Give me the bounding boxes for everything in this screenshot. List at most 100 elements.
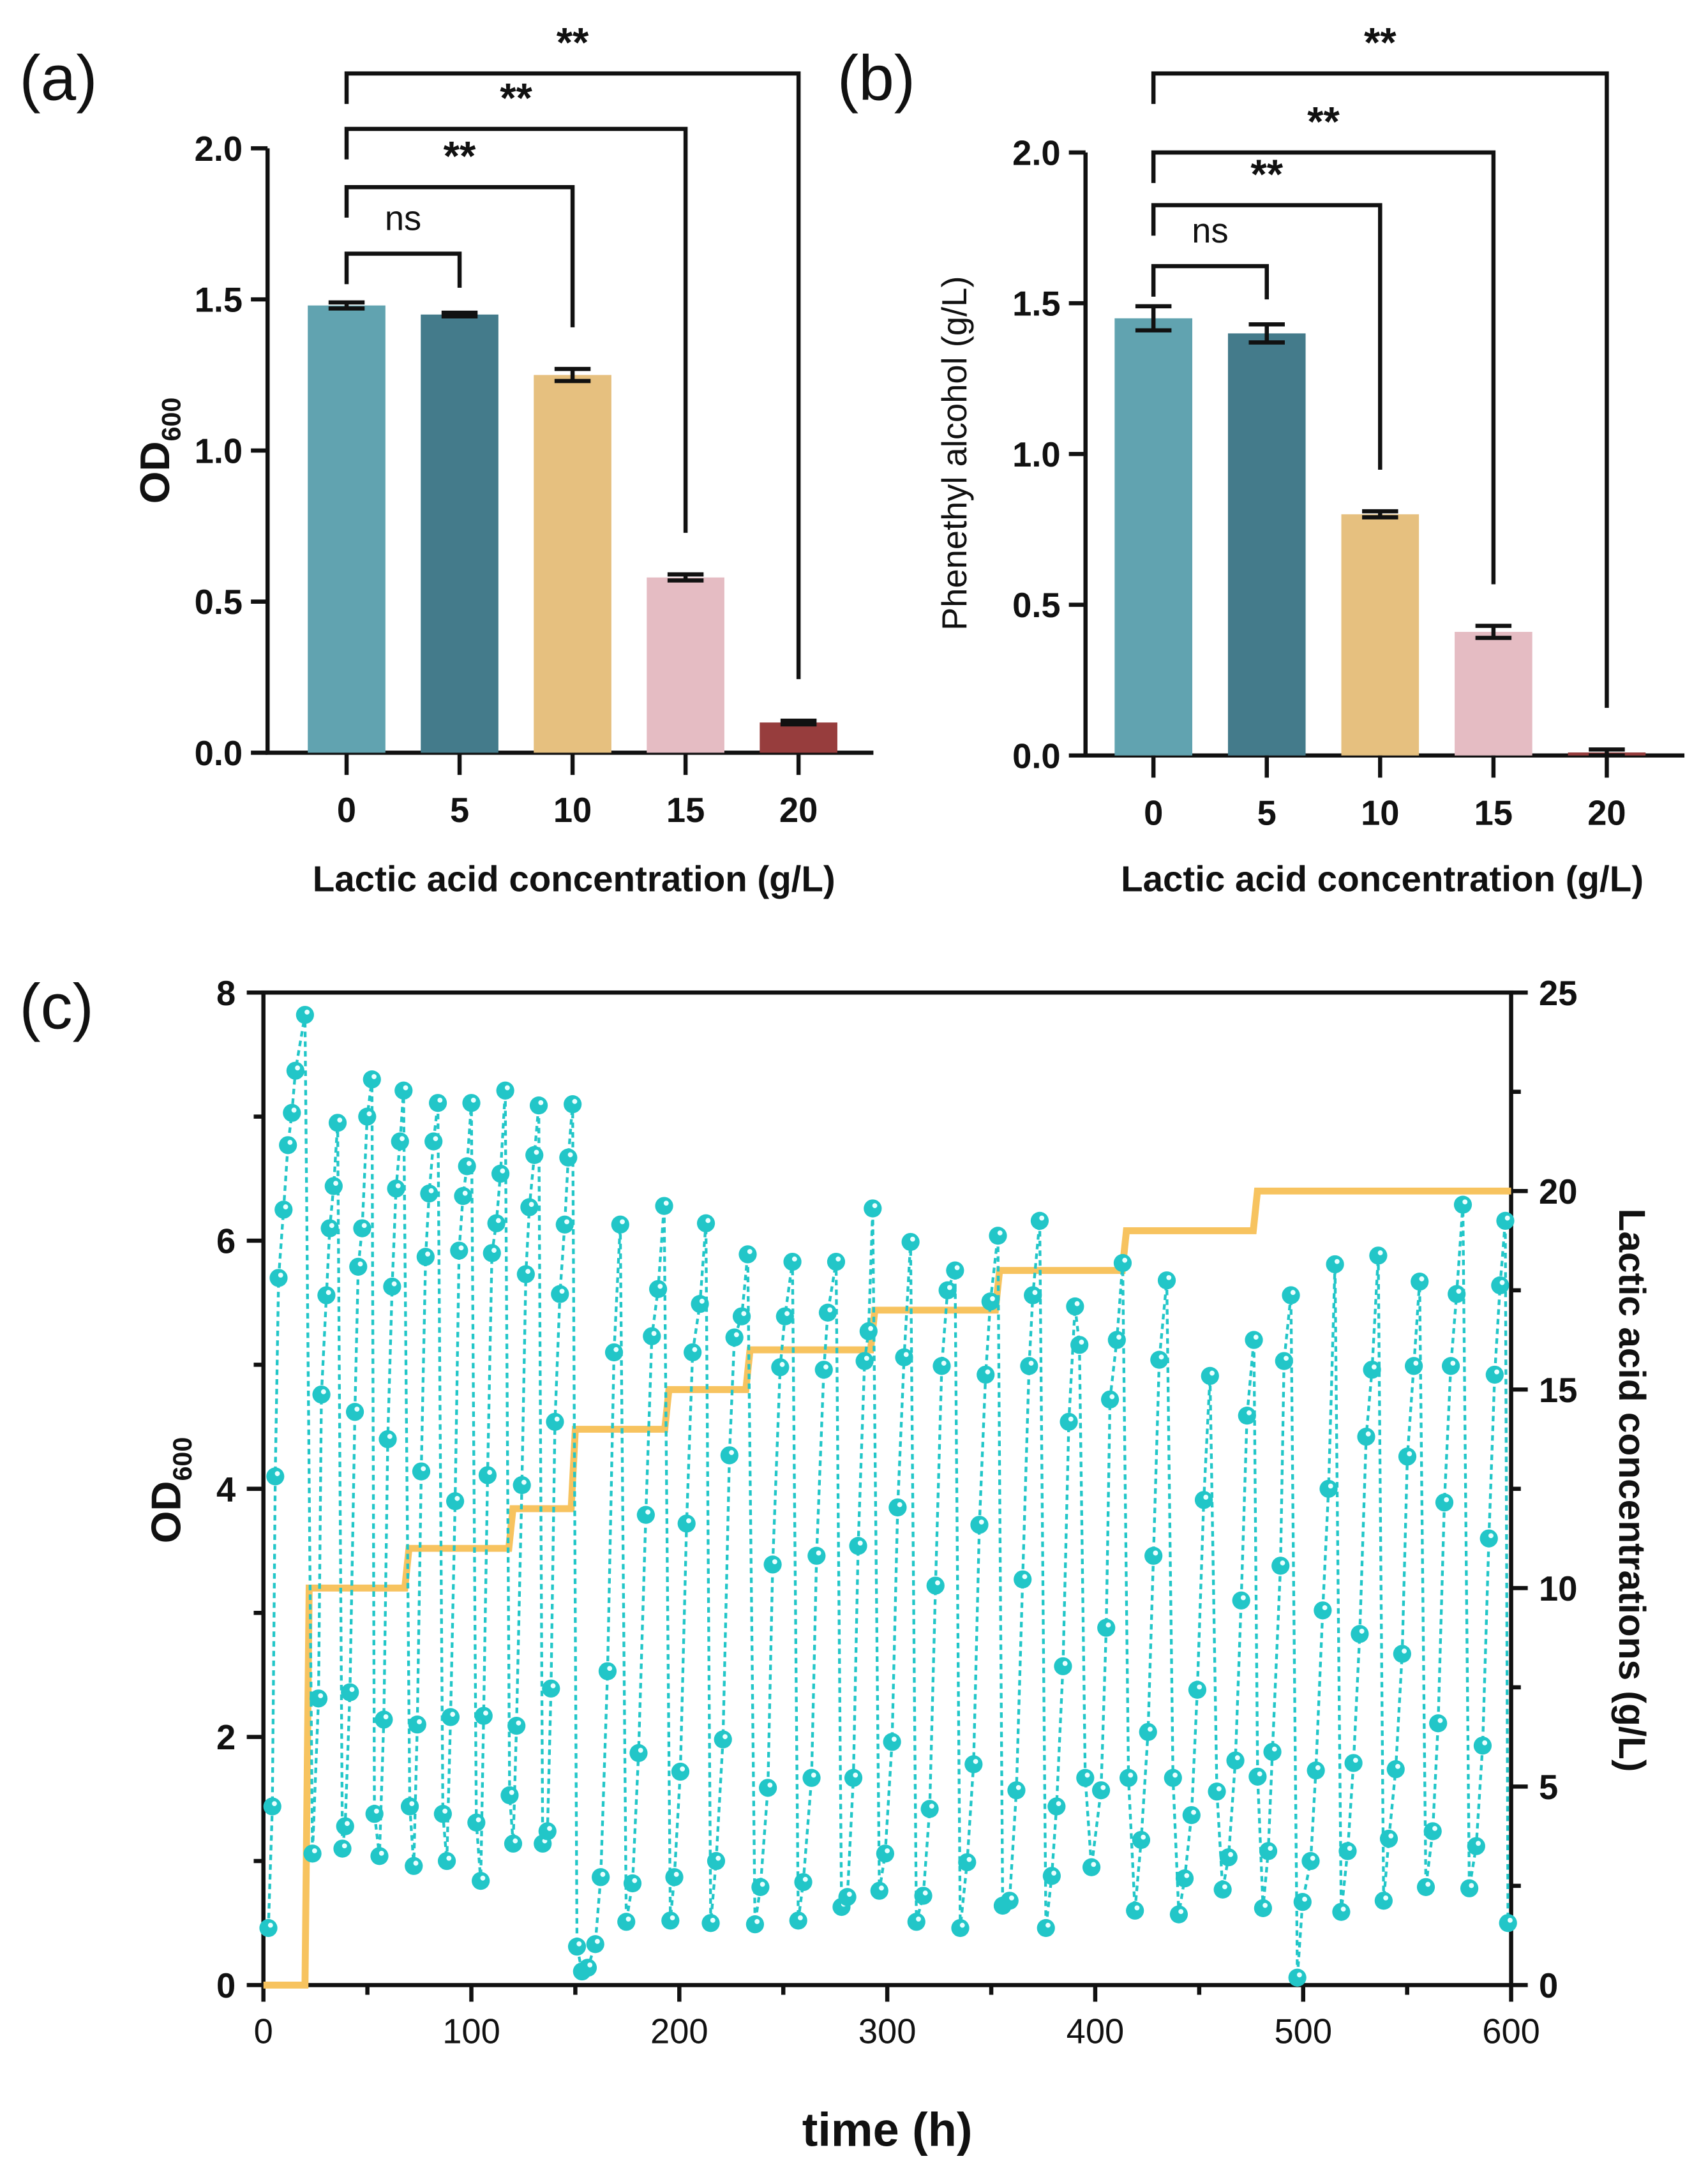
od600-data-point-highlight bbox=[1257, 1771, 1262, 1777]
od600-data-point-highlight bbox=[935, 1580, 940, 1586]
od600-data-point bbox=[1416, 1878, 1435, 1896]
od600-data-point bbox=[1182, 1805, 1201, 1825]
panel-b-y-tick-label: 1.5 bbox=[1012, 285, 1060, 324]
od600-data-point-highlight bbox=[595, 1939, 600, 1944]
od600-data-point-highlight bbox=[547, 1826, 552, 1831]
od600-data-point bbox=[933, 1357, 951, 1375]
panel-b-error-bar bbox=[1248, 322, 1285, 345]
od600-data-point-highlight bbox=[626, 1917, 631, 1922]
od600-data-point-highlight bbox=[1178, 1909, 1184, 1915]
od600-data-point-highlight bbox=[1022, 1574, 1028, 1580]
od600-data-point bbox=[818, 1303, 837, 1322]
panel-b-y-tick-label: 0.0 bbox=[1012, 736, 1060, 775]
od600-data-point bbox=[783, 1252, 802, 1271]
od600-data-point bbox=[714, 1730, 732, 1749]
od600-data-point bbox=[920, 1800, 939, 1818]
od600-data-point-highlight bbox=[378, 1850, 384, 1856]
od600-data-point bbox=[617, 1913, 636, 1931]
panel-b-bar-chart: Phenethyl alcohol (g/L) Lactic acid conc… bbox=[935, 19, 1685, 899]
od600-data-point-highlight bbox=[811, 1772, 816, 1778]
od600-data-point-highlight bbox=[391, 1281, 397, 1287]
od600-data-point-highlight bbox=[891, 1737, 897, 1742]
od600-data-point bbox=[487, 1214, 506, 1232]
od600-data-point-highlight bbox=[374, 1808, 379, 1814]
od600-data-point-highlight bbox=[767, 1783, 773, 1788]
od600-data-point bbox=[303, 1844, 322, 1863]
panel-a-bar-chart: OD600 Lactic acid concentration (g/L) 0.… bbox=[131, 19, 874, 899]
od600-data-point-highlight bbox=[1253, 1334, 1259, 1340]
od600-data-point bbox=[701, 1914, 720, 1932]
od600-data-point bbox=[1097, 1618, 1116, 1637]
od600-data-point bbox=[989, 1227, 1007, 1245]
od600-data-point-highlight bbox=[670, 1915, 675, 1920]
od600-data-point-highlight bbox=[879, 1885, 884, 1891]
od600-data-point bbox=[345, 1403, 364, 1421]
od600-data-point bbox=[525, 1146, 544, 1164]
panel-a-significance-label: ** bbox=[557, 19, 589, 66]
od600-data-point-highlight bbox=[1402, 1648, 1407, 1654]
od600-data-point-highlight bbox=[663, 1200, 669, 1206]
panel-a-x-tick-label: 15 bbox=[666, 791, 705, 830]
od600-data-point-highlight bbox=[846, 1892, 852, 1897]
od600-data-point bbox=[775, 1307, 794, 1326]
od600-data-point-highlight bbox=[538, 1100, 544, 1105]
od600-data-point bbox=[1453, 1195, 1472, 1214]
od600-data-point bbox=[333, 1839, 352, 1858]
od600-data-point-highlight bbox=[1296, 1972, 1302, 1978]
od600-data-point-highlight bbox=[1395, 1763, 1400, 1769]
od600-data-point bbox=[1169, 1905, 1188, 1924]
panel-c-y2-axis-label: Lactic acid concentrations (g/L) bbox=[1611, 1209, 1652, 1772]
od600-data-point bbox=[1423, 1822, 1442, 1841]
od600-data-point bbox=[1076, 1768, 1095, 1787]
od600-data-point bbox=[538, 1822, 557, 1841]
od600-data-point-highlight bbox=[349, 1687, 355, 1693]
od600-data-point bbox=[696, 1214, 715, 1232]
od600-data-point bbox=[416, 1248, 435, 1266]
panel-a-significance-bracket bbox=[344, 126, 688, 533]
od600-data-point bbox=[1119, 1768, 1138, 1787]
od600-data-point bbox=[1126, 1901, 1144, 1920]
panel-a-significance-bracket bbox=[344, 184, 575, 327]
panel-a-y-tick-label: 2.0 bbox=[195, 130, 243, 168]
od600-data-point bbox=[320, 1219, 339, 1237]
od600-data-point bbox=[1404, 1357, 1423, 1375]
od600-data-point-highlight bbox=[450, 1712, 456, 1717]
panel-c-x-tick-label: 100 bbox=[442, 2012, 500, 2051]
od600-data-point bbox=[758, 1779, 777, 1797]
od600-data-point-highlight bbox=[966, 1857, 972, 1862]
od600-data-point-highlight bbox=[1262, 1902, 1268, 1908]
od600-data-point-highlight bbox=[645, 1509, 651, 1515]
od600-data-point-highlight bbox=[283, 1204, 288, 1209]
od600-data-point bbox=[474, 1707, 493, 1725]
od600-data-point-highlight bbox=[959, 1922, 965, 1928]
panel-b-significance-label: ** bbox=[1364, 19, 1397, 66]
od600-data-point bbox=[1226, 1751, 1245, 1770]
od600-data-point bbox=[441, 1708, 460, 1726]
od600-data-point bbox=[1213, 1880, 1232, 1899]
od600-data-point bbox=[1393, 1645, 1411, 1663]
od600-data-point bbox=[876, 1844, 894, 1863]
od600-data-point-highlight bbox=[1388, 1833, 1394, 1839]
od600-data-point bbox=[408, 1715, 426, 1734]
od600-data-point-highlight bbox=[1284, 1356, 1289, 1361]
od600-data-point-highlight bbox=[1062, 1661, 1068, 1666]
od600-data-point bbox=[958, 1853, 977, 1872]
od600-data-point bbox=[849, 1537, 867, 1555]
od600-data-point-highlight bbox=[922, 1890, 928, 1896]
od600-data-point-highlight bbox=[274, 1471, 280, 1476]
od600-data-point bbox=[1460, 1879, 1479, 1897]
od600-data-point bbox=[1351, 1625, 1369, 1643]
od600-data-point bbox=[981, 1292, 1000, 1311]
od600-data-point-highlight bbox=[267, 1922, 273, 1928]
panel-b-significance-bracket bbox=[1151, 150, 1496, 585]
panel-a-y-tick-label: 1.5 bbox=[195, 281, 243, 320]
od600-data-point-highlight bbox=[421, 1466, 426, 1472]
od600-data-point-highlight bbox=[973, 1759, 978, 1764]
panel-a-y-tick-label: 0.0 bbox=[195, 734, 243, 773]
od600-data-point-highlight bbox=[1100, 1784, 1106, 1790]
od600-data-point bbox=[1188, 1680, 1207, 1699]
od600-data-point bbox=[1301, 1851, 1320, 1871]
od600-data-point bbox=[1007, 1781, 1026, 1800]
od600-data-point-highlight bbox=[1039, 1215, 1045, 1221]
od600-data-point bbox=[592, 1868, 610, 1887]
